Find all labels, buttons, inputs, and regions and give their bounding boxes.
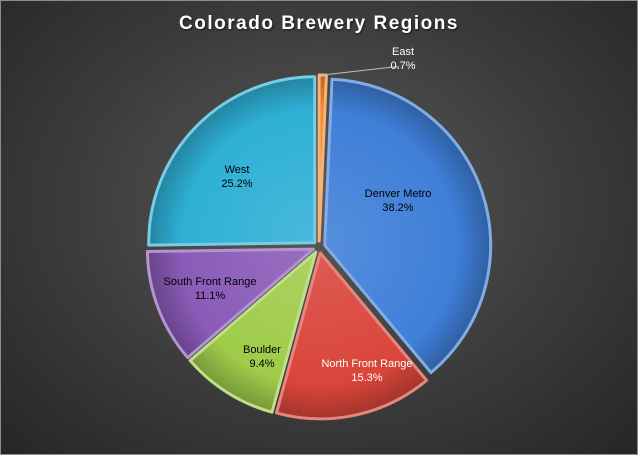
slice-label: Boulder	[243, 344, 281, 356]
slice-percent-label: 25.2%	[221, 178, 252, 190]
slice-label: Denver Metro	[365, 188, 432, 200]
slice-percent-label: 38.2%	[382, 202, 413, 214]
pie-slice-south-front-range	[145, 247, 315, 360]
chart-title: Colorado Brewery Regions	[179, 13, 459, 34]
pie-slice-denver-metro	[323, 77, 493, 375]
slice-percent-label: 11.1%	[195, 290, 226, 302]
slice-percent-label: 9.4%	[249, 358, 274, 370]
slice-percent-label: 0.7%	[390, 60, 415, 72]
slice-label: South Front Range	[164, 276, 257, 288]
pie-slice-boulder	[188, 250, 318, 414]
slice-percent-label: 15.3%	[351, 372, 382, 384]
pie-slice-east	[317, 73, 328, 243]
pie-slice-north-front-range	[274, 251, 429, 421]
leader-line-east	[322, 66, 399, 76]
slice-label: North Front Range	[321, 358, 412, 370]
pie-slice-west	[147, 75, 317, 247]
slice-label: West	[225, 164, 250, 176]
slice-label: East	[392, 46, 414, 58]
